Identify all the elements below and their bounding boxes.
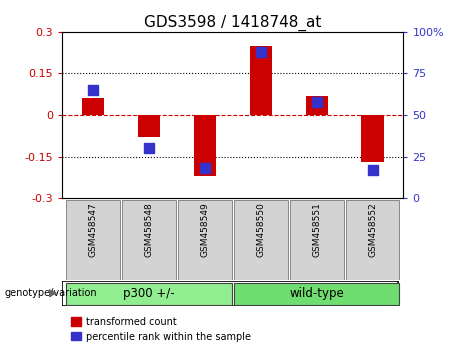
Bar: [66, 282, 232, 305]
Bar: [234, 282, 400, 305]
Bar: [138, 115, 160, 137]
Text: GSM458550: GSM458550: [256, 202, 265, 257]
Point: [257, 49, 265, 55]
Text: GSM458547: GSM458547: [89, 202, 97, 257]
Text: ▶: ▶: [49, 288, 57, 298]
Point: [145, 145, 153, 151]
Legend: transformed count, percentile rank within the sample: transformed count, percentile rank withi…: [67, 313, 254, 346]
Point: [201, 165, 208, 171]
Bar: [194, 115, 216, 176]
Point: [89, 87, 97, 93]
Text: wild-type: wild-type: [290, 287, 344, 300]
Bar: [346, 200, 400, 280]
Bar: [234, 200, 288, 280]
Bar: [290, 200, 343, 280]
Bar: [249, 46, 272, 115]
Title: GDS3598 / 1418748_at: GDS3598 / 1418748_at: [144, 14, 321, 30]
Text: GSM458549: GSM458549: [201, 202, 209, 257]
Bar: [306, 96, 328, 115]
Point: [369, 167, 376, 173]
Point: [313, 99, 320, 104]
Bar: [66, 200, 120, 280]
Bar: [82, 98, 104, 115]
Bar: [361, 115, 384, 162]
Bar: [122, 200, 176, 280]
Bar: [178, 200, 232, 280]
Text: GSM458548: GSM458548: [144, 202, 154, 257]
Text: GSM458552: GSM458552: [368, 202, 377, 257]
Text: genotype/variation: genotype/variation: [5, 288, 97, 298]
Text: p300 +/-: p300 +/-: [123, 287, 175, 300]
Text: GSM458551: GSM458551: [312, 202, 321, 257]
